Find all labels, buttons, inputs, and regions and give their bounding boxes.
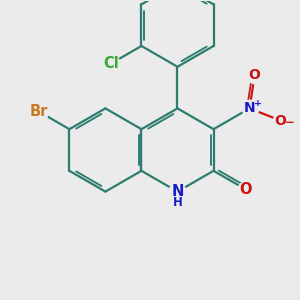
Text: H: H: [172, 196, 182, 209]
Text: N: N: [171, 184, 184, 199]
Text: N: N: [244, 101, 255, 116]
Text: Cl: Cl: [103, 56, 119, 71]
Text: O: O: [274, 114, 286, 128]
Text: O: O: [249, 68, 260, 83]
Text: O: O: [240, 182, 252, 197]
Text: +: +: [254, 98, 262, 107]
Text: Br: Br: [30, 104, 48, 119]
Text: −: −: [285, 116, 294, 128]
